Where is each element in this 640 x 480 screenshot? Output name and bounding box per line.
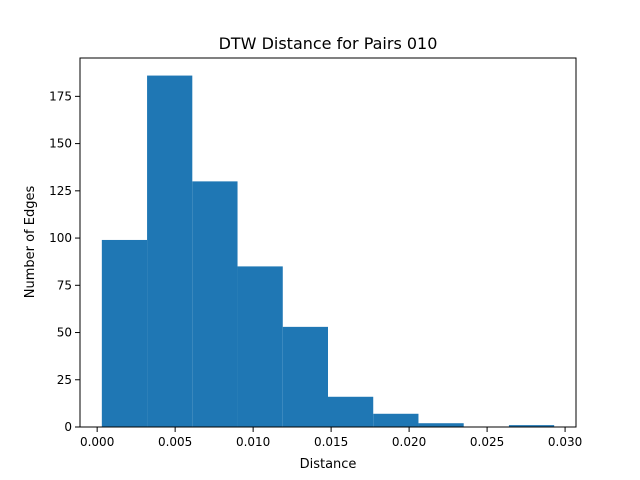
- y-tick-label-2: 50: [57, 326, 72, 340]
- y-axis-ticks: 0 25 50 75 100 125 150 175: [49, 89, 80, 434]
- histogram-bar-6: [373, 413, 419, 427]
- x-tick-label-1: 0.005: [158, 435, 192, 449]
- bars-group: [101, 75, 555, 428]
- x-tick-label-2: 0.010: [236, 435, 270, 449]
- y-axis-label: Number of Edges: [23, 186, 38, 299]
- chart-title: DTW Distance for Pairs 010: [219, 34, 438, 53]
- x-tick-label-0: 0.000: [80, 435, 114, 449]
- x-tick-label-5: 0.025: [470, 435, 504, 449]
- y-tick-label-5: 125: [49, 184, 72, 198]
- histogram-bar-3: [237, 266, 283, 427]
- y-tick-label-3: 75: [57, 278, 72, 292]
- histogram-bar-9: [508, 425, 555, 427]
- x-tick-label-6: 0.030: [548, 435, 582, 449]
- histogram-bar-0: [101, 239, 148, 427]
- x-tick-label-4: 0.020: [392, 435, 426, 449]
- histogram-bar-5: [328, 396, 374, 427]
- y-tick-label-4: 100: [49, 231, 72, 245]
- histogram-bar-1: [147, 75, 193, 428]
- x-tick-label-3: 0.015: [314, 435, 348, 449]
- y-tick-label-0: 0: [64, 420, 72, 434]
- axes-frame: [79, 57, 577, 428]
- histogram-bar-2: [192, 181, 238, 427]
- x-axis-label: Distance: [300, 457, 357, 472]
- y-tick-label-6: 150: [49, 137, 72, 151]
- histogram-bar-7: [418, 423, 464, 427]
- y-tick-label-1: 25: [57, 373, 72, 387]
- histogram-bar-4: [282, 326, 328, 427]
- y-tick-label-7: 175: [49, 89, 72, 103]
- x-axis-ticks: 0.000 0.005 0.010 0.015 0.020 0.025 0.030: [80, 427, 582, 449]
